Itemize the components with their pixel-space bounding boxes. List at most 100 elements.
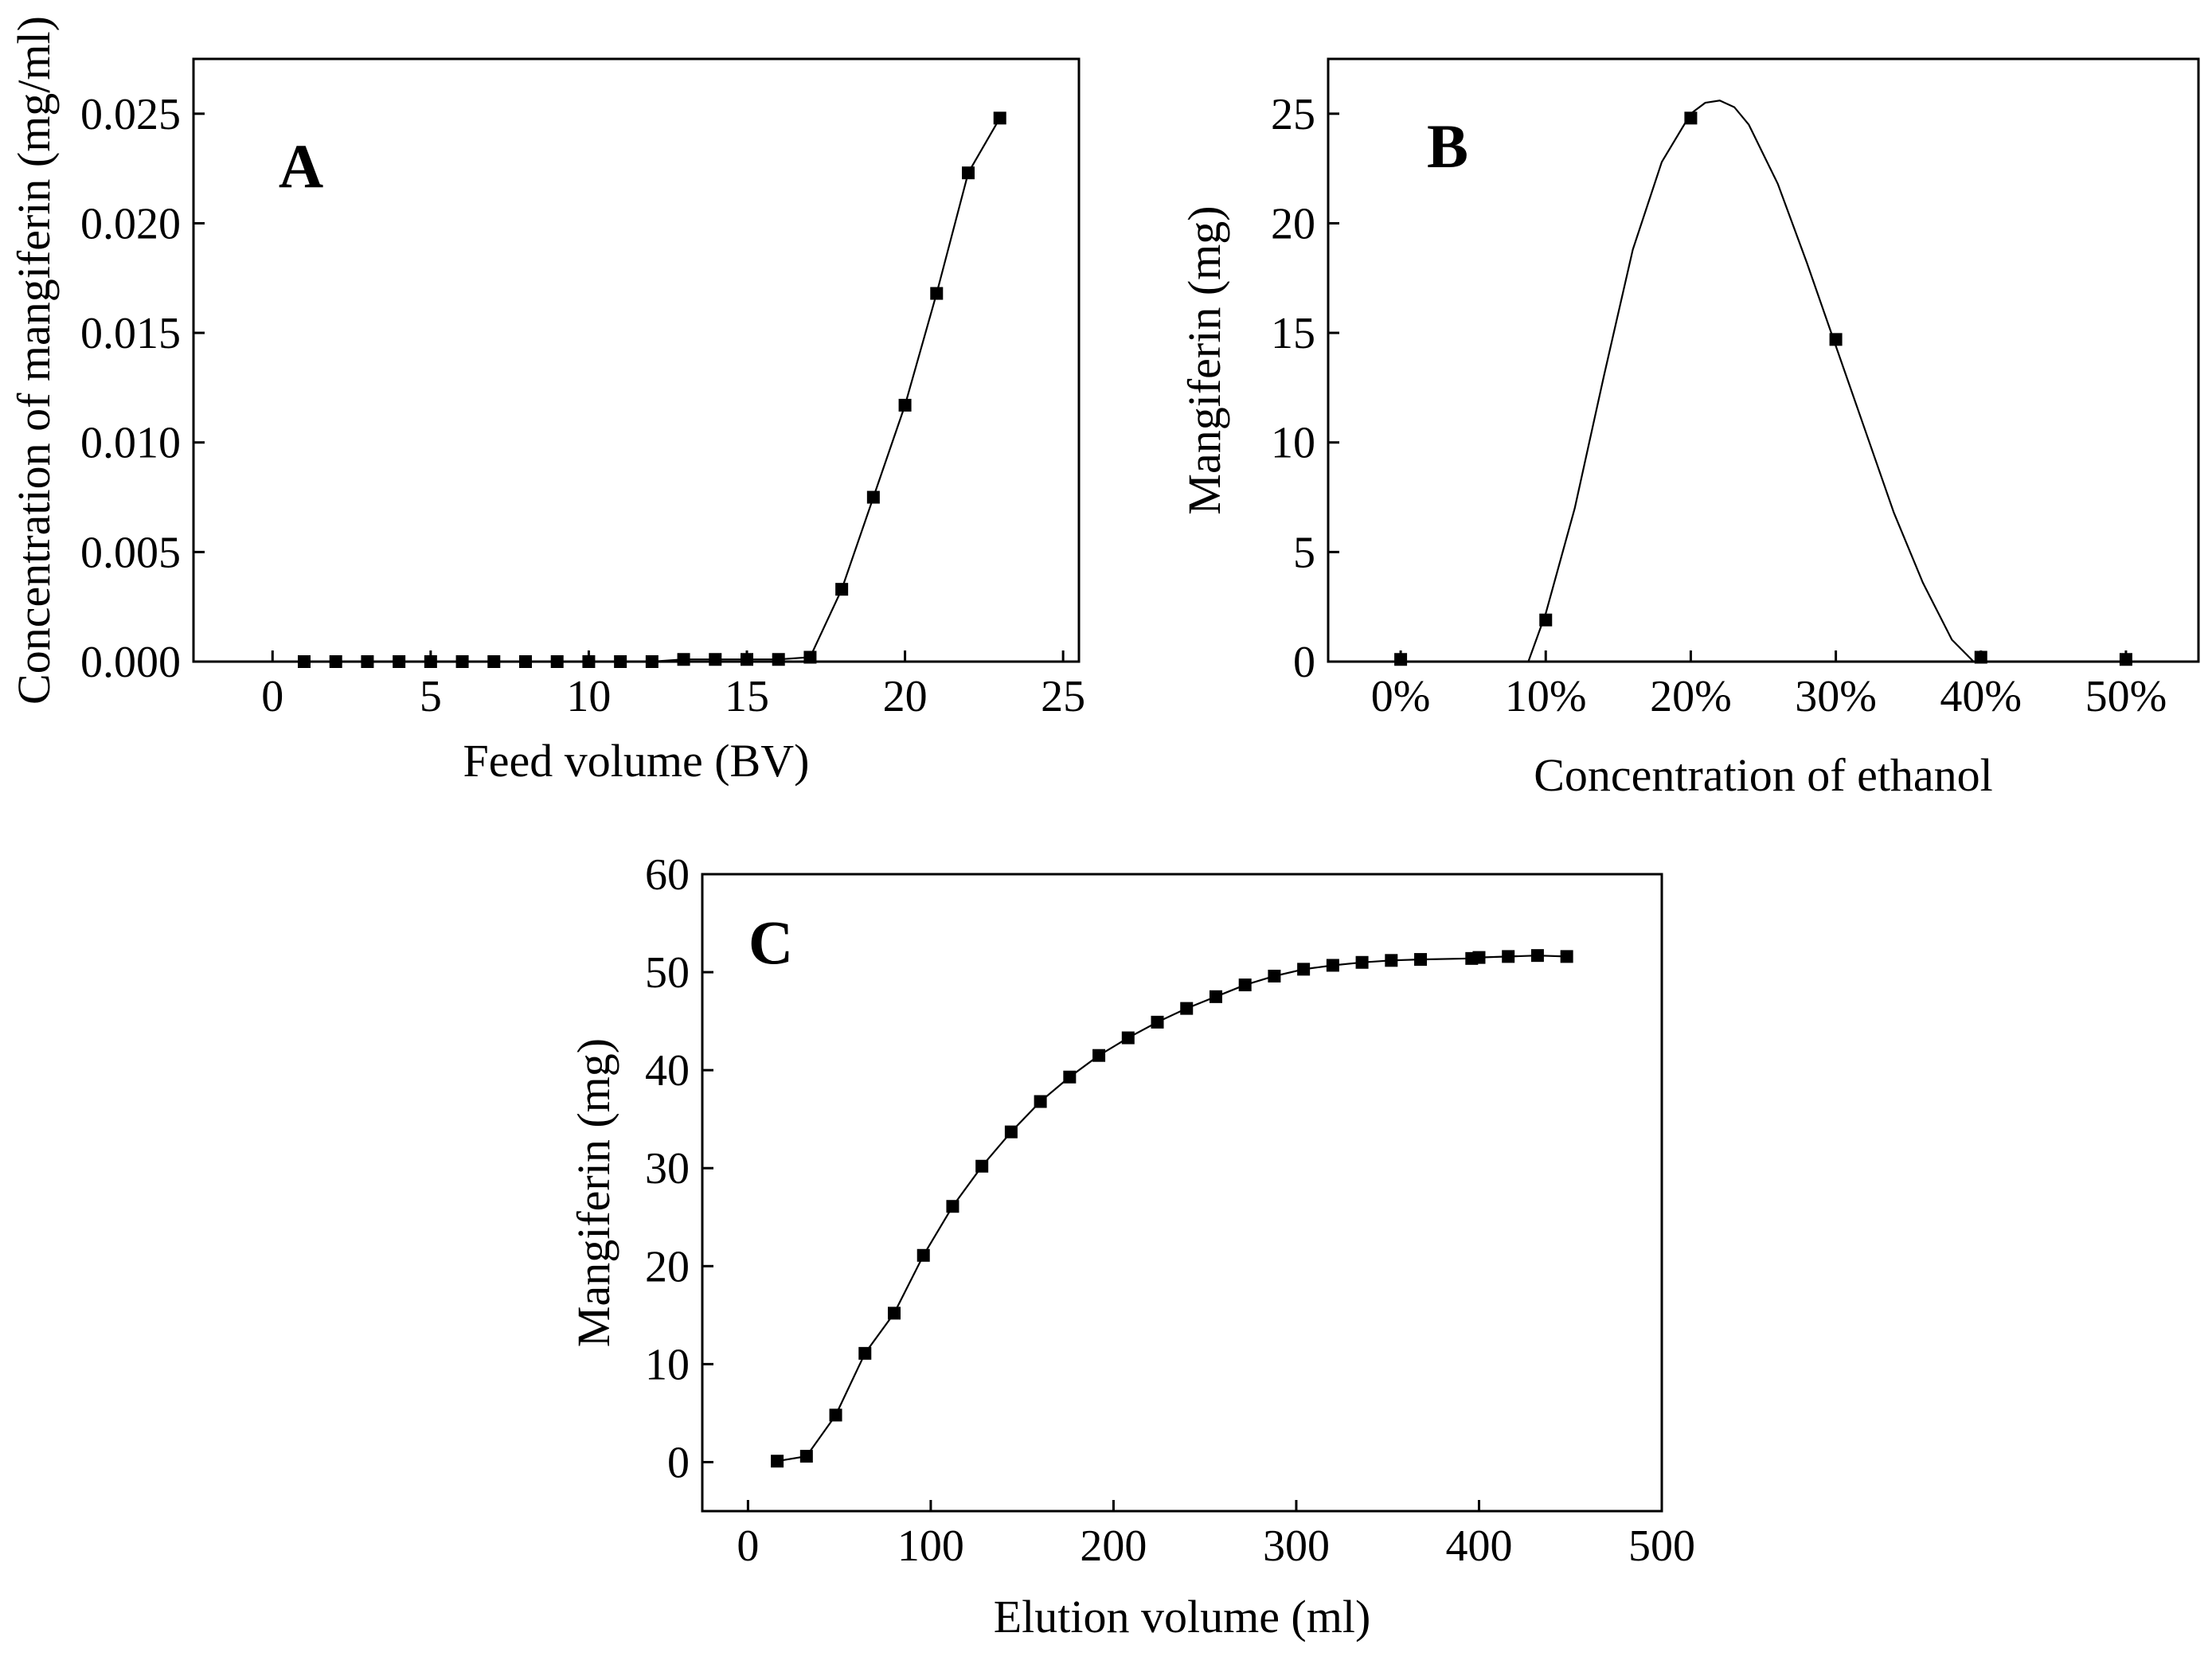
data-point xyxy=(329,655,342,668)
data-point xyxy=(677,653,690,666)
y-tick-label: 5 xyxy=(1293,528,1315,577)
y-tick-label: 40 xyxy=(645,1046,690,1096)
x-tick-label: 100 xyxy=(897,1521,964,1571)
data-point xyxy=(1472,951,1486,964)
y-tick-label: 0.025 xyxy=(80,90,181,139)
data-point xyxy=(1238,978,1252,992)
data-point xyxy=(1414,953,1428,967)
data-point xyxy=(1560,950,1573,963)
data-point xyxy=(614,655,627,668)
data-point xyxy=(1034,1095,1047,1108)
data-point xyxy=(799,1450,813,1463)
data-point xyxy=(1326,959,1339,972)
y-tick-label: 0.010 xyxy=(80,419,181,468)
y-tick-label: 20 xyxy=(645,1242,690,1291)
data-point xyxy=(962,166,975,180)
data-point xyxy=(487,655,501,668)
data-point xyxy=(1297,963,1311,976)
series-line xyxy=(776,955,1567,1463)
panel-a-chart: 0 5 10 15 20 25 0.000 0.005 0.010 0.015 0.020 0.025… xyxy=(8,16,1085,787)
data-point xyxy=(975,1159,989,1173)
data-point xyxy=(1502,950,1515,963)
panel-c-chart: 0 100 200 300 400 500 0 10 20 30 40 50 60 Elution vol… xyxy=(568,850,1695,1642)
data-point xyxy=(772,653,785,666)
panel-letter: C xyxy=(748,908,793,977)
data-point xyxy=(1121,1031,1135,1045)
x-tick-label: 15 xyxy=(725,672,769,721)
x-tick-label: 0 xyxy=(261,672,283,721)
data-point xyxy=(1829,333,1843,346)
y-tick-label: 10 xyxy=(645,1340,690,1389)
data-point xyxy=(519,655,532,668)
data-point xyxy=(1063,1070,1077,1084)
panel-letter: B xyxy=(1427,111,1468,181)
data-point xyxy=(424,655,437,668)
x-axis-title: Concentration of ethanol xyxy=(1534,749,1993,801)
y-tick-label: 0.015 xyxy=(80,309,181,358)
data-point xyxy=(361,655,374,668)
x-tick-label: 300 xyxy=(1263,1521,1330,1571)
x-tick-label: 0% xyxy=(1371,672,1431,721)
y-axis-title: Mangiferin (mg) xyxy=(1178,205,1230,514)
data-point xyxy=(866,490,880,504)
x-tick-label: 200 xyxy=(1080,1521,1147,1571)
x-tick-label: 40% xyxy=(1940,672,2022,721)
y-tick-label: 50 xyxy=(645,948,690,998)
data-point xyxy=(835,583,849,596)
series-line xyxy=(1527,100,1975,662)
data-point xyxy=(898,398,912,412)
x-tick-label: 25 xyxy=(1041,672,1085,721)
plot-frame xyxy=(1327,57,2200,663)
x-tick-label: 20 xyxy=(883,672,928,721)
data-point xyxy=(2119,653,2132,666)
x-tick-label: 0 xyxy=(737,1521,759,1571)
y-tick-label: 10 xyxy=(1271,419,1315,468)
x-tick-label: 20% xyxy=(1650,672,1732,721)
data-point xyxy=(771,1455,784,1468)
y-tick-label: 15 xyxy=(1271,309,1315,358)
data-point xyxy=(1385,954,1398,967)
data-point xyxy=(1004,1125,1018,1139)
x-tick-label: 5 xyxy=(420,672,442,721)
data-point xyxy=(858,1346,872,1360)
y-tick-label: 0.005 xyxy=(80,528,181,577)
x-axis-title: Feed volume (BV) xyxy=(463,735,810,787)
x-tick-label: 10 xyxy=(566,672,611,721)
data-point xyxy=(1209,990,1222,1003)
data-point xyxy=(455,655,469,668)
y-tick-label: 60 xyxy=(645,850,690,900)
data-point xyxy=(946,1200,959,1213)
x-tick-label: 400 xyxy=(1445,1521,1512,1571)
data-point xyxy=(550,655,564,668)
panel-letter: A xyxy=(279,131,323,201)
plot-frame xyxy=(701,873,1663,1513)
data-point xyxy=(993,111,1006,125)
data-point xyxy=(829,1408,842,1422)
x-tick-label: 50% xyxy=(2085,672,2167,721)
data-point xyxy=(916,1248,930,1262)
data-point xyxy=(803,650,817,664)
data-point xyxy=(1530,949,1544,963)
data-point xyxy=(1092,1049,1106,1062)
x-axis-title: Elution volume (ml) xyxy=(994,1591,1371,1642)
x-tick-label: 10% xyxy=(1505,672,1587,721)
data-point xyxy=(1268,970,1281,982)
data-point xyxy=(1539,613,1553,627)
x-tick-label: 30% xyxy=(1795,672,1877,721)
y-tick-label: 0.020 xyxy=(80,199,181,248)
series-line xyxy=(304,117,1001,663)
data-point xyxy=(1684,111,1698,125)
data-point xyxy=(1180,1002,1194,1015)
x-tick-label: 500 xyxy=(1628,1521,1695,1571)
data-point xyxy=(1355,955,1369,969)
data-point xyxy=(393,655,406,668)
data-point xyxy=(298,655,311,668)
y-tick-label: 0.000 xyxy=(80,638,181,687)
y-tick-label: 20 xyxy=(1271,199,1315,248)
data-point xyxy=(1151,1015,1164,1029)
y-axis-title: Concentration of mangiferin (mg/ml) xyxy=(8,16,60,705)
panel-b-chart: 0% 10% 20% 30% 40% 50% 0 5 10 15 20 25 Concentration… xyxy=(1178,57,2200,801)
data-point xyxy=(1974,650,1987,664)
data-point xyxy=(888,1307,901,1320)
